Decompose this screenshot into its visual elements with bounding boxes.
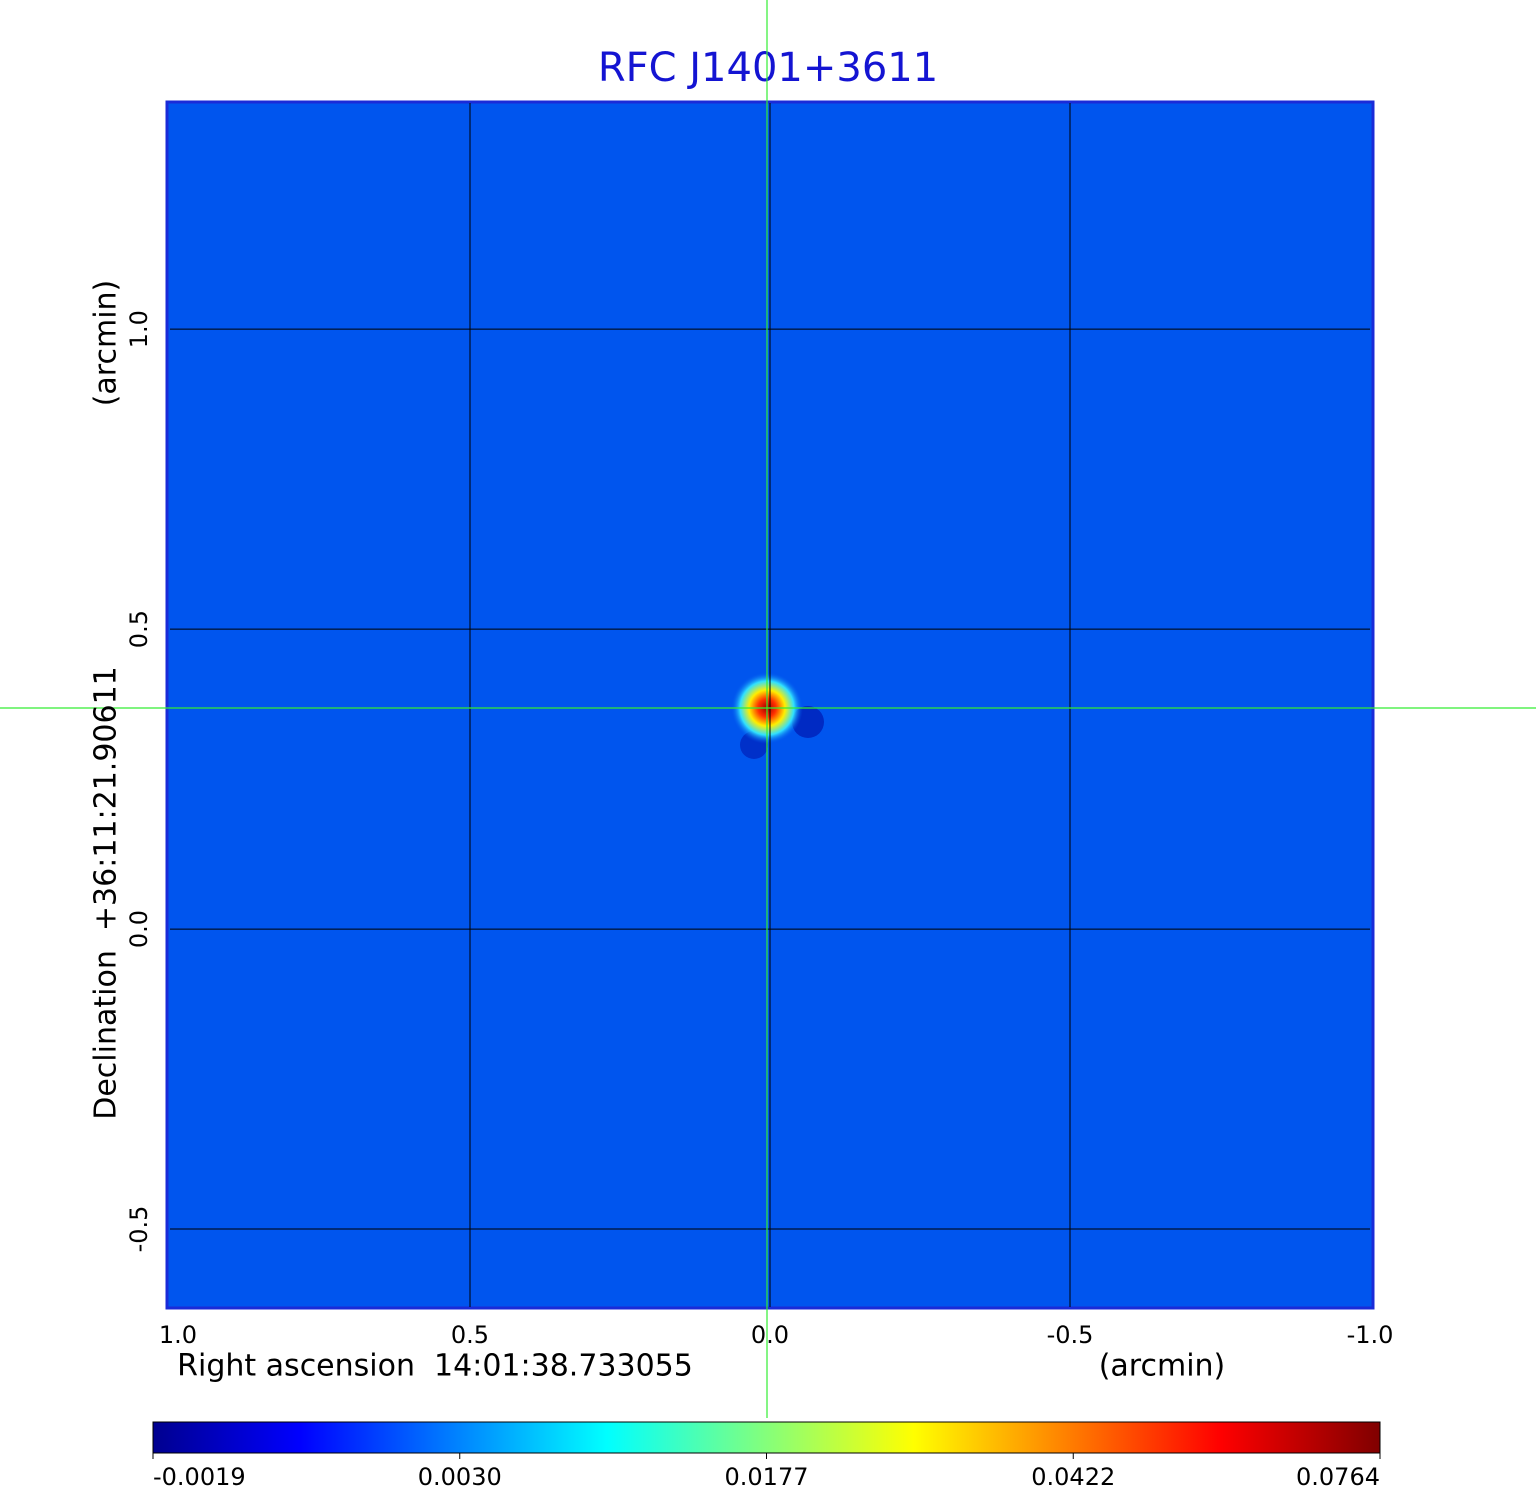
chart-title: RFC J1401+3611 xyxy=(598,45,938,91)
colorbar-tick-label: 0.0030 xyxy=(418,1463,502,1491)
colorbar-tick-label: -0.0019 xyxy=(153,1463,246,1491)
y-tick-label: 0.0 xyxy=(125,910,153,948)
colorbar-tick-label: 0.0177 xyxy=(725,1463,809,1491)
x-tick-label: 0.0 xyxy=(751,1321,789,1349)
x-tick-label: -0.5 xyxy=(1047,1321,1094,1349)
x-tick-label: 1.0 xyxy=(159,1321,197,1349)
x-tick-label: -1.0 xyxy=(1347,1321,1394,1349)
colorbar xyxy=(152,1421,1381,1454)
y-tick-label: 0.5 xyxy=(125,610,153,648)
x-axis-label: Right ascension 14:01:38.733055 xyxy=(177,1349,693,1384)
colorbar-tick-label: 0.0422 xyxy=(1031,1463,1115,1491)
colorbar-tick-label: 0.0764 xyxy=(1296,1463,1380,1491)
y-tick-label: 1.0 xyxy=(125,310,153,348)
x-tick-label: 0.5 xyxy=(451,1321,489,1349)
y-axis-label: Declination +36:11:21.90611 xyxy=(89,666,124,1120)
y-tick-label: -0.5 xyxy=(125,1206,153,1253)
y-axis-unit: (arcmin) xyxy=(89,280,124,407)
x-axis-unit: (arcmin) xyxy=(1099,1349,1226,1384)
